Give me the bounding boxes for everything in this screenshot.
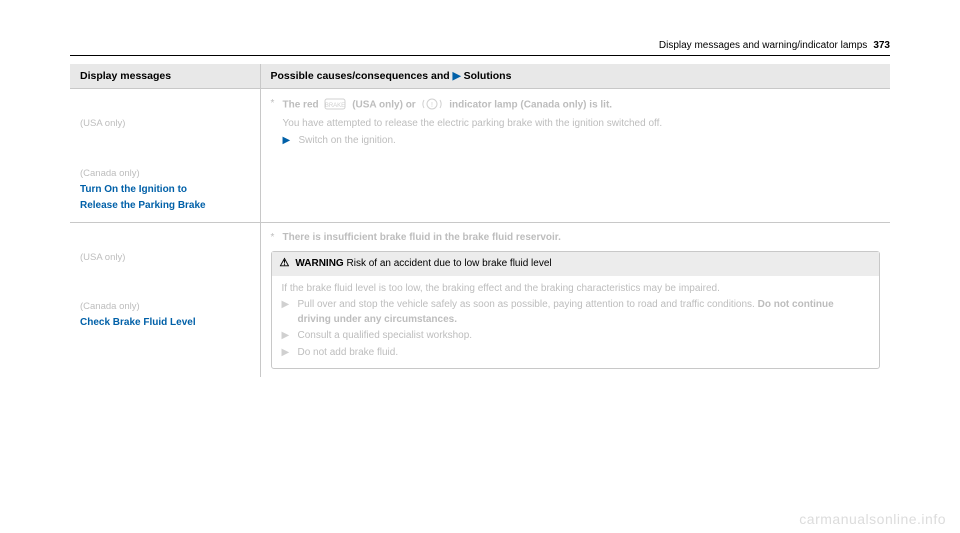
- warning-header: ⚠ WARNING Risk of an accident due to low…: [272, 252, 880, 276]
- header-page-number: 373: [873, 40, 890, 51]
- arrow-icon: ▶: [453, 70, 461, 82]
- warning-label: WARNING: [295, 258, 343, 269]
- cause-item: * There is insufficient brake fluid in t…: [271, 231, 881, 246]
- step-arrow-icon: ▶: [283, 134, 299, 149]
- brake-indicator-usa-icon: BRAKE: [321, 97, 349, 111]
- svg-text:!: !: [432, 102, 434, 109]
- page-header: Display messages and warning/indicator l…: [70, 40, 890, 56]
- display-cell: (USA only) (Canada only) Check Brake Flu…: [70, 222, 260, 377]
- display-cell: (USA only) (Canada only) Turn On the Ign…: [70, 89, 260, 223]
- step-arrow-icon: ▶: [282, 346, 298, 361]
- watermark-text: carmanualsonline.info: [799, 511, 946, 527]
- region-canada-label: (Canada only): [80, 300, 250, 314]
- page-content: Display messages and warning/indicator l…: [0, 0, 960, 397]
- warning-box: ⚠ WARNING Risk of an accident due to low…: [271, 251, 881, 369]
- warning-title: Risk of an accident due to low brake flu…: [347, 258, 552, 269]
- display-message-text: Turn On the Ignition to: [80, 183, 250, 198]
- col-header-causes: Possible causes/consequences and ▶ Solut…: [260, 64, 890, 89]
- region-canada-label: (Canada only): [80, 167, 250, 181]
- display-message-text: Check Brake Fluid Level: [80, 316, 250, 331]
- header-title: Display messages and warning/indicator l…: [659, 40, 867, 51]
- cause-item: * The red BRAKE (USA only) or ! indicato…: [271, 97, 881, 148]
- step-arrow-icon: ▶: [282, 298, 298, 327]
- cause-cell: * There is insufficient brake fluid in t…: [260, 222, 890, 377]
- svg-text:BRAKE: BRAKE: [325, 103, 345, 109]
- brake-indicator-canada-icon: !: [418, 97, 446, 111]
- display-message-text: Release the Parking Brake: [80, 199, 250, 214]
- messages-table: Display messages Possible causes/consequ…: [70, 64, 890, 377]
- warning-body: If the brake fluid level is too low, the…: [272, 276, 880, 369]
- solution-step: ▶ Do not add brake fluid.: [282, 346, 870, 361]
- solution-step: ▶ Consult a qualified specialist worksho…: [282, 329, 870, 344]
- table-row: (USA only) (Canada only) Check Brake Flu…: [70, 222, 890, 377]
- col-header-display: Display messages: [70, 64, 260, 89]
- solution-step: ▶ Switch on the ignition.: [283, 134, 881, 149]
- region-usa-label: (USA only): [80, 251, 250, 265]
- table-row: (USA only) (Canada only) Turn On the Ign…: [70, 89, 890, 223]
- region-usa-label: (USA only): [80, 117, 250, 131]
- cause-cell: * The red BRAKE (USA only) or ! indicato…: [260, 89, 890, 223]
- warning-triangle-icon: ⚠: [280, 256, 290, 272]
- step-arrow-icon: ▶: [282, 329, 298, 344]
- solution-step: ▶ Pull over and stop the vehicle safely …: [282, 298, 870, 327]
